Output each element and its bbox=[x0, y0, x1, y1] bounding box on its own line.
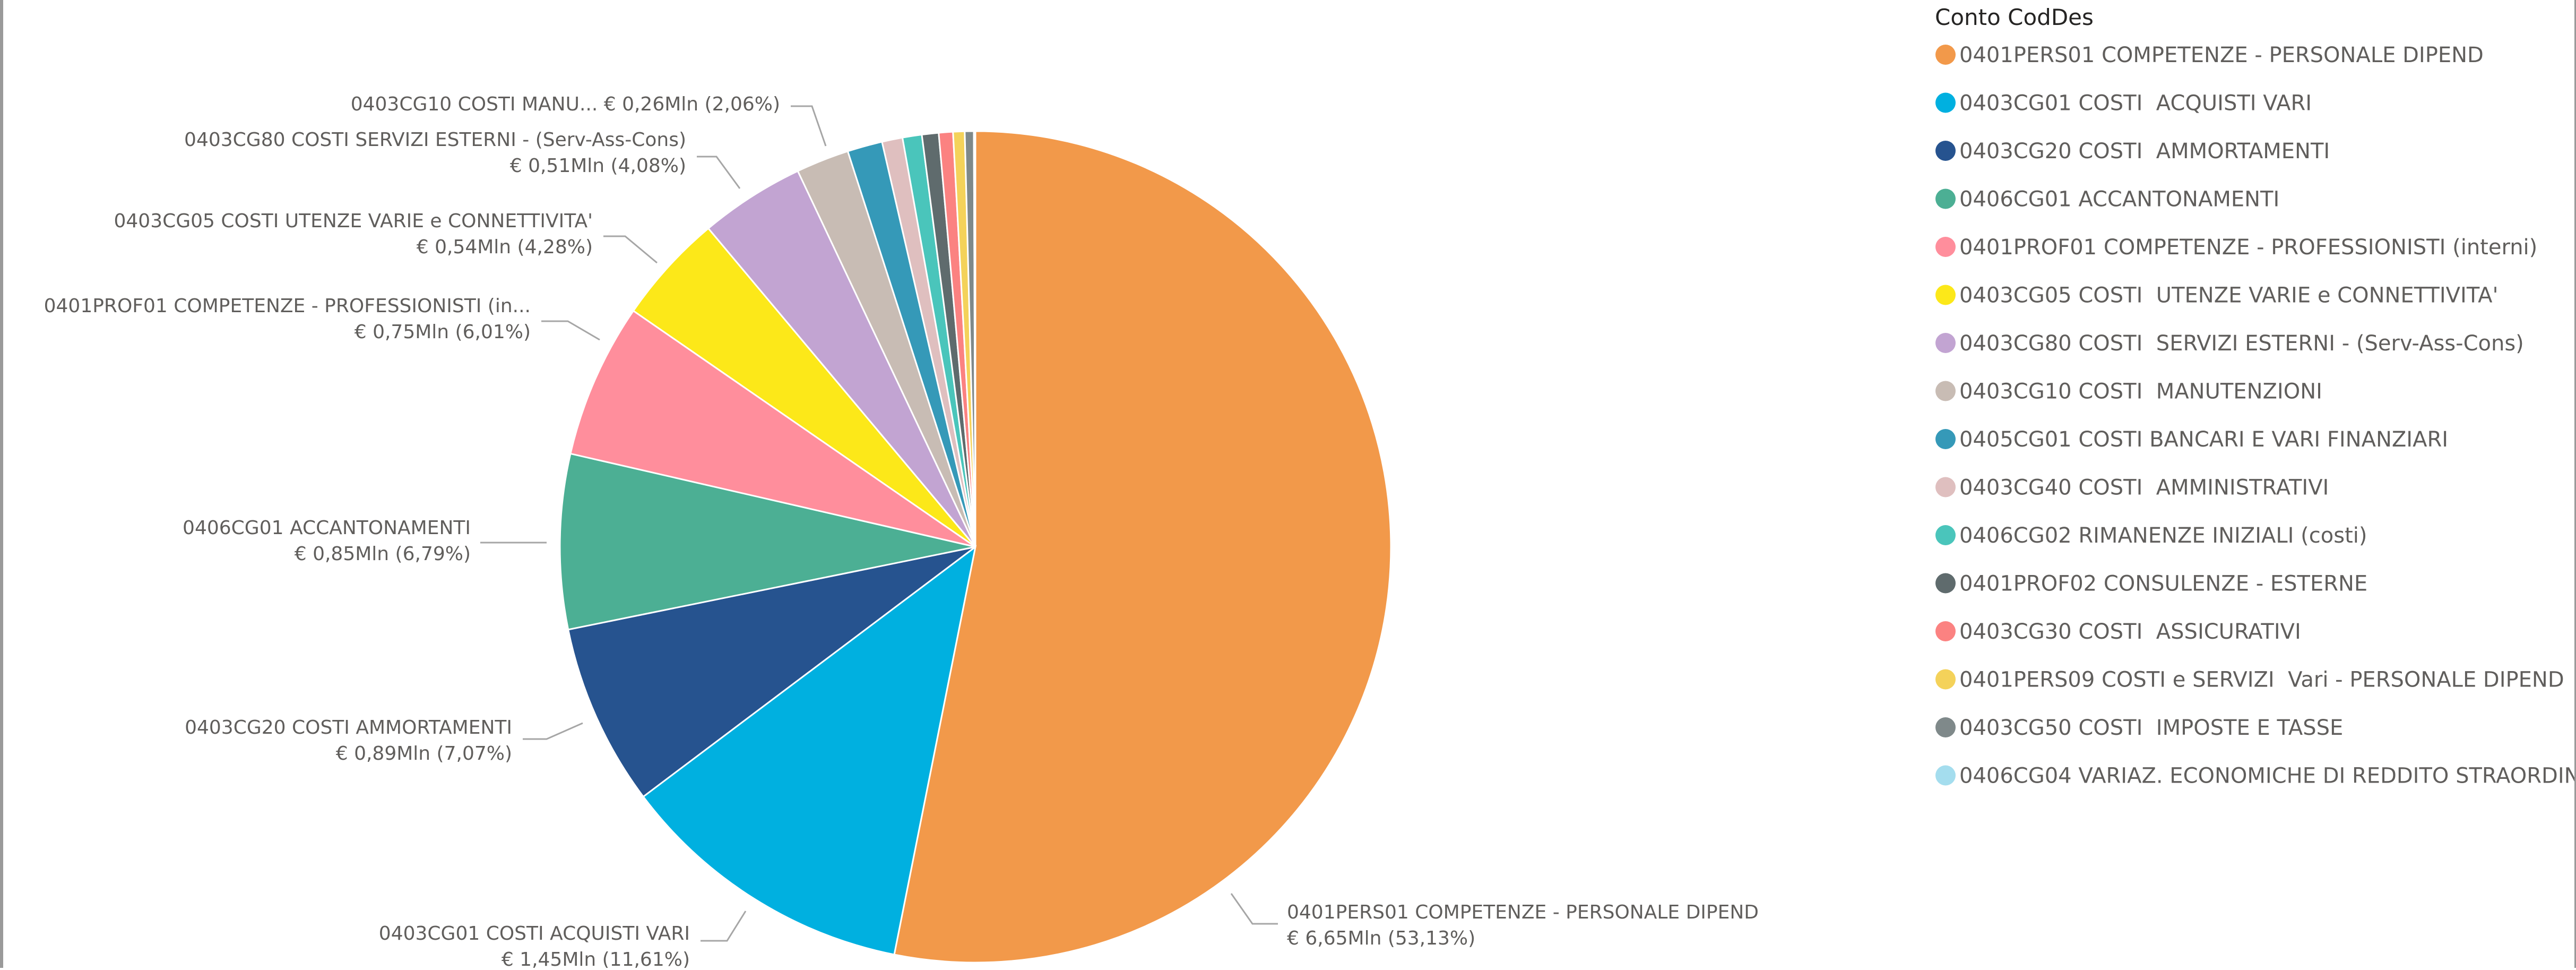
data-label-value-3: € 0,85Mln (6,79%) bbox=[295, 543, 471, 565]
pie-slice-4[interactable] bbox=[569, 310, 976, 548]
legend-item-label-1[interactable]: 0403CG01 COSTI ACQUISTI VARI bbox=[1959, 91, 2312, 116]
legend-item-label-4[interactable]: 0401PROF01 COMPETENZE - PROFESSIONISTI (… bbox=[1959, 235, 2537, 260]
legend-item-label-12[interactable]: 0403CG30 COSTI ASSICURATIVI bbox=[1959, 620, 2301, 644]
legend-marker-1[interactable] bbox=[1935, 92, 1956, 113]
legend-item-label-8[interactable]: 0405CG01 COSTI BANCARI E VARI FINANZIARI bbox=[1959, 427, 2448, 452]
leader-line-5 bbox=[603, 235, 658, 264]
legend-marker-14[interactable] bbox=[1935, 717, 1956, 737]
data-label-value-1: € 1,45Mln (11,61%) bbox=[502, 949, 690, 968]
legend: Conto CodDes 0401PERS01 COMPETENZE - PER… bbox=[1935, 4, 2576, 788]
pie-slice-15[interactable] bbox=[973, 130, 976, 547]
legend-marker-2[interactable] bbox=[1935, 141, 1956, 161]
leader-line-4 bbox=[541, 320, 600, 341]
legend-marker-8[interactable] bbox=[1935, 429, 1956, 449]
legend-marker-9[interactable] bbox=[1935, 477, 1956, 497]
leader-line-7 bbox=[791, 105, 827, 147]
legend-item-label-13[interactable]: 0401PERS09 COSTI e SERVIZI Vari - PERSON… bbox=[1959, 668, 2564, 692]
leader-line-6 bbox=[697, 156, 741, 189]
legend-item-label-9[interactable]: 0403CG40 COSTI AMMINISTRATIVI bbox=[1959, 476, 2329, 500]
data-label-name-4: 0401PROF01 COMPETENZE - PROFESSIONISTI (… bbox=[44, 295, 531, 317]
legend-item-label-5[interactable]: 0403CG05 COSTI UTENZE VARIE e CONNETTIVI… bbox=[1959, 284, 2499, 308]
legend-marker-10[interactable] bbox=[1935, 525, 1956, 545]
legend-marker-3[interactable] bbox=[1935, 188, 1956, 209]
legend-item-label-14[interactable]: 0403CG50 COSTI IMPOSTE E TASSE bbox=[1959, 716, 2343, 740]
legend-marker-5[interactable] bbox=[1935, 285, 1956, 305]
legend-item-label-2[interactable]: 0403CG20 COSTI AMMORTAMENTI bbox=[1959, 139, 2330, 164]
pie-slice-1[interactable] bbox=[642, 545, 977, 956]
pie-slice-6[interactable] bbox=[707, 170, 976, 547]
legend-item-label-6[interactable]: 0403CG80 COSTI SERVIZI ESTERNI - (Serv-A… bbox=[1959, 331, 2524, 356]
legend-item-label-11[interactable]: 0401PROF02 CONSULENZE - ESTERNE bbox=[1959, 572, 2367, 596]
data-label-name-3: 0406CG01 ACCANTONAMENTI bbox=[183, 517, 471, 539]
data-label-name-6: 0403CG80 COSTI SERVIZI ESTERNI - (Serv-A… bbox=[184, 129, 686, 151]
leader-line-2 bbox=[523, 722, 583, 740]
pie-data-labels: 0401PERS01 COMPETENZE - PERSONALE DIPEND… bbox=[44, 93, 1759, 970]
pie-slices bbox=[559, 130, 1392, 964]
legend-item-label-0[interactable]: 0401PERS01 COMPETENZE - PERSONALE DIPEND bbox=[1959, 43, 2484, 67]
legend-marker-11[interactable] bbox=[1935, 573, 1956, 594]
pie-leader-lines bbox=[480, 105, 1278, 942]
legend-title: Conto CodDes bbox=[1935, 4, 2094, 30]
legend-marker-12[interactable] bbox=[1935, 621, 1956, 641]
legend-item-label-7[interactable]: 0403CG10 COSTI MANUTENZIONI bbox=[1959, 380, 2322, 404]
pie-slice-0[interactable] bbox=[893, 130, 1392, 964]
legend-item-label-15[interactable]: 0406CG04 VARIAZ. ECONOMICHE DI REDDITO S… bbox=[1959, 764, 2576, 788]
data-label-value-5: € 0,54Mln (4,28%) bbox=[417, 236, 593, 258]
pie-slice-5[interactable] bbox=[632, 227, 976, 548]
legend-marker-7[interactable] bbox=[1935, 381, 1956, 401]
leader-line-1 bbox=[701, 911, 747, 942]
visual-border-left bbox=[0, 0, 3, 968]
pie-slice-3[interactable] bbox=[559, 452, 976, 631]
legend-marker-6[interactable] bbox=[1935, 333, 1956, 353]
data-label-name-0: 0401PERS01 COMPETENZE - PERSONALE DIPEND bbox=[1287, 902, 1759, 923]
legend-marker-0[interactable] bbox=[1935, 45, 1956, 65]
data-label-value-2: € 0,89Mln (7,07%) bbox=[336, 743, 512, 765]
legend-marker-15[interactable] bbox=[1935, 765, 1956, 786]
legend-marker-13[interactable] bbox=[1935, 669, 1956, 690]
data-label-value-4: € 0,75Mln (6,01%) bbox=[355, 321, 531, 343]
data-label-name-1: 0403CG01 COSTI ACQUISTI VARI bbox=[379, 923, 690, 945]
data-label-value-6: € 0,51Mln (4,08%) bbox=[510, 155, 686, 177]
data-label-name-2: 0403CG20 COSTI AMMORTAMENTI bbox=[185, 717, 512, 739]
data-label-name-7: 0403CG10 COSTI MANU... € 0,26Mln (2,06%) bbox=[351, 93, 780, 115]
visual-border-right bbox=[2574, 0, 2576, 968]
data-label-name-5: 0403CG05 COSTI UTENZE VARIE e CONNETTIVI… bbox=[114, 210, 593, 232]
legend-item-label-10[interactable]: 0406CG02 RIMANENZE INIZIALI (costi) bbox=[1959, 523, 2367, 548]
leader-line-0 bbox=[1230, 893, 1278, 925]
legend-item-label-3[interactable]: 0406CG01 ACCANTONAMENTI bbox=[1959, 187, 2279, 212]
legend-marker-4[interactable] bbox=[1935, 237, 1956, 257]
data-label-value-0: € 6,65Mln (53,13%) bbox=[1287, 928, 1475, 949]
